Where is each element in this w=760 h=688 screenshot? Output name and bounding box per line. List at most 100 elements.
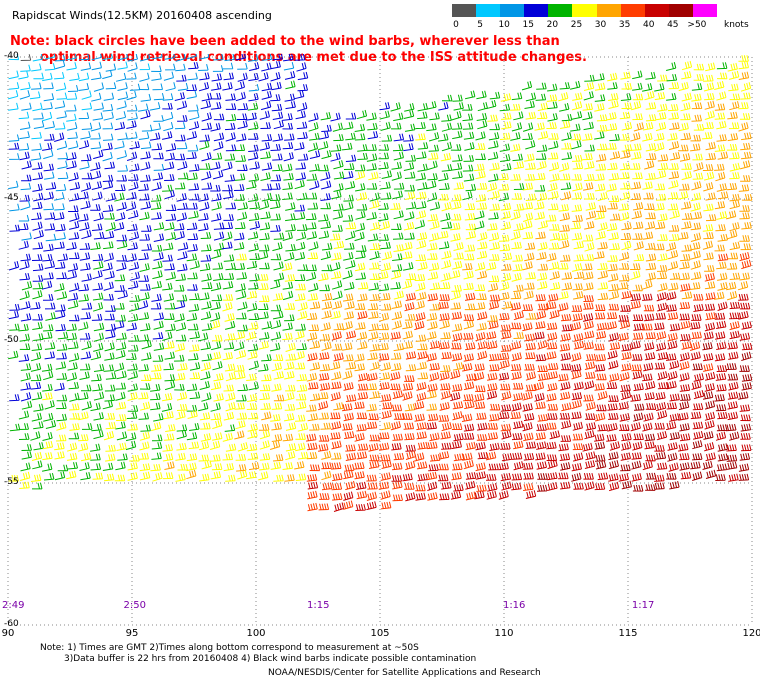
wind-barb (452, 154, 463, 162)
wind-barb (366, 144, 377, 151)
wind-barb (560, 313, 572, 322)
wind-barb (572, 312, 583, 322)
wind-barb (269, 440, 281, 450)
wind-barb (152, 354, 164, 362)
wind-barb (547, 182, 558, 192)
wind-barb (536, 112, 548, 120)
wind-barb (739, 452, 751, 461)
wind-barb (498, 372, 510, 381)
wind-barb (213, 222, 225, 230)
wind-barb (428, 144, 439, 152)
wind-barb (583, 320, 594, 330)
wind-barb (703, 82, 715, 92)
wind-barb (391, 300, 402, 309)
wind-barb (619, 274, 630, 282)
wind-barb (93, 212, 104, 222)
wind-barb (140, 424, 151, 432)
wind-barb (9, 423, 21, 432)
wind-barb (584, 371, 596, 379)
wind-barb (104, 270, 115, 280)
wind-barb (297, 301, 308, 312)
wind-barb (561, 142, 572, 150)
wind-barb (200, 371, 211, 381)
wind-barb (210, 184, 221, 192)
wind-barb (318, 141, 329, 151)
wind-barb (308, 324, 320, 331)
wind-barb (438, 241, 450, 250)
wind-barb (704, 110, 715, 120)
wind-barb (513, 223, 524, 232)
wind-barb (512, 263, 523, 272)
wind-barb (19, 260, 30, 270)
wind-barb (560, 352, 571, 361)
wind-barb (441, 122, 452, 132)
wind-barb (153, 342, 165, 351)
wind-barb (513, 420, 524, 430)
wind-barb (692, 172, 704, 180)
wind-barb (678, 412, 689, 421)
wind-barb (283, 54, 294, 62)
wind-barb (21, 160, 32, 170)
wind-barb (116, 254, 127, 262)
legend-label: >50 (687, 20, 707, 30)
wind-barb (318, 372, 330, 381)
wind-barb (690, 232, 702, 242)
wind-barb (247, 452, 259, 460)
wind-barb (189, 422, 200, 431)
wind-barb (608, 412, 619, 420)
wind-barb (393, 210, 404, 220)
wind-barb (381, 134, 393, 142)
wind-barb (501, 252, 513, 261)
wind-barb (176, 142, 188, 150)
wind-barb (594, 383, 605, 391)
wind-barb (522, 231, 534, 240)
wind-barb (8, 260, 20, 271)
wind-barb (235, 91, 246, 102)
wind-barb (54, 71, 65, 80)
wind-barb (78, 191, 89, 200)
wind-barb (43, 149, 54, 160)
wind-barb (330, 152, 341, 162)
wind-barb (356, 203, 368, 211)
wind-barb (704, 303, 716, 311)
legend-swatch (452, 4, 477, 17)
wind-barb (105, 444, 116, 452)
wind-barb (57, 152, 69, 160)
wind-barb (547, 382, 558, 392)
wind-barb (619, 211, 630, 222)
wind-barb (404, 102, 415, 112)
wind-barb (392, 494, 403, 502)
wind-barb (573, 240, 584, 250)
wind-barb (367, 372, 378, 381)
wind-barb (343, 251, 354, 261)
wind-barb (692, 421, 704, 430)
wind-barb (415, 210, 427, 220)
wind-barb (645, 253, 657, 262)
wind-barb (620, 71, 631, 80)
wind-barb (489, 123, 500, 131)
wind-barb (271, 103, 283, 112)
wind-barb (440, 383, 451, 391)
wind-barb (297, 131, 308, 140)
wind-barb (162, 453, 174, 462)
wind-barb (343, 412, 354, 422)
wind-barb (606, 222, 618, 232)
wind-barb (139, 233, 150, 241)
wind-barb (115, 184, 126, 191)
wind-barb (642, 132, 653, 142)
wind-barb (81, 340, 92, 351)
wind-barb (426, 352, 437, 362)
wind-barb (705, 452, 716, 462)
wind-barb (68, 140, 79, 150)
wind-barb (103, 430, 115, 441)
wind-barb (739, 205, 750, 212)
wind-barb (690, 321, 701, 330)
wind-barb (42, 102, 53, 111)
wind-barb (451, 352, 463, 362)
wind-barb (259, 262, 270, 270)
wind-barb (31, 143, 42, 151)
wind-barb (669, 480, 680, 490)
wind-barb (715, 431, 727, 441)
wind-barb (486, 490, 497, 500)
wind-barb (237, 384, 248, 392)
